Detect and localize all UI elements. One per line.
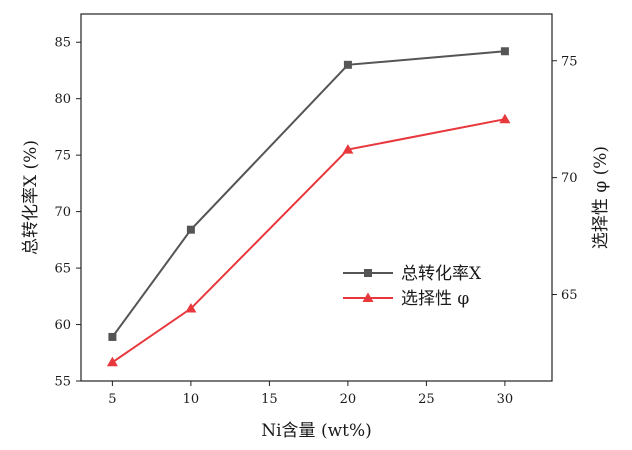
data-point	[186, 225, 195, 234]
data-point	[499, 113, 511, 124]
y-left-axis-title: 总转化率X (%)	[21, 140, 41, 255]
legend-item-1: 总转化率X	[343, 264, 482, 284]
x-tick-label: 5	[108, 392, 116, 407]
data-point	[185, 303, 197, 313]
x-tick-label: 25	[418, 392, 435, 407]
legend-label: 总转化率X	[401, 264, 482, 284]
data-point	[106, 356, 118, 367]
plot-frame	[80, 13, 553, 382]
y-left-tick-label: 60	[54, 318, 71, 333]
data-point	[343, 60, 352, 69]
y-right-tick-label: 75	[561, 54, 578, 69]
y-left-tick-label: 85	[54, 36, 71, 51]
y-left-tick-label: 80	[54, 92, 71, 107]
legend-marker	[364, 269, 372, 277]
series-line	[111, 50, 505, 338]
y-right-tick-label: 65	[561, 288, 578, 303]
legend: 总转化率X 选择性 φ	[343, 264, 482, 309]
x-tick-label: 30	[497, 392, 514, 407]
y-left-tick-label: 70	[54, 205, 71, 220]
x-axis-title: Ni含量 (wt%)	[261, 421, 372, 441]
series-2	[106, 113, 511, 367]
legend-item-2: 选择性 φ	[343, 289, 469, 309]
legend-label: 选择性 φ	[401, 289, 469, 309]
y-left-tick-label: 75	[54, 149, 71, 164]
x-tick-label: 10	[183, 392, 200, 407]
y-left-tick-label: 55	[54, 375, 71, 390]
series-1	[108, 47, 509, 341]
legend-marker	[362, 292, 374, 302]
y-right-axis-title: 选择性 φ (%)	[591, 146, 611, 249]
data-point	[108, 332, 117, 341]
y-right-tick-label: 70	[561, 171, 578, 186]
data-point	[500, 47, 509, 56]
data-point	[342, 144, 354, 154]
series-layer	[106, 47, 511, 367]
y-left-tick-label: 65	[54, 262, 71, 277]
axes: 5 10 15 20 25 30 55 60 65 70 75 80 85 65 70 75 Ni含量 (wt%…	[21, 13, 611, 441]
x-tick-label: 15	[261, 392, 278, 407]
series-line	[111, 118, 506, 364]
x-tick-label: 20	[340, 392, 357, 407]
